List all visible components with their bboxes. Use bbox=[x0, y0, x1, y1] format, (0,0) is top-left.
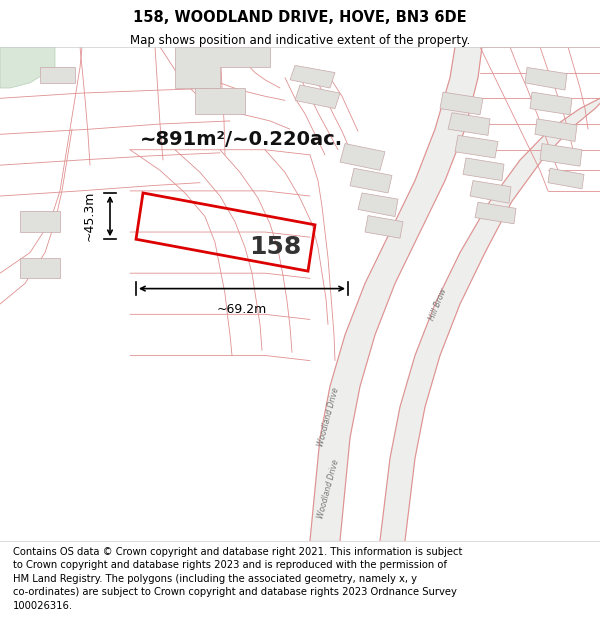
Text: ~69.2m: ~69.2m bbox=[217, 303, 267, 316]
Text: Contains OS data © Crown copyright and database right 2021. This information is : Contains OS data © Crown copyright and d… bbox=[13, 546, 463, 611]
Polygon shape bbox=[455, 136, 498, 158]
Polygon shape bbox=[475, 202, 516, 224]
Polygon shape bbox=[0, 47, 55, 88]
Polygon shape bbox=[40, 68, 75, 83]
Polygon shape bbox=[548, 168, 584, 189]
Polygon shape bbox=[358, 193, 398, 217]
Polygon shape bbox=[440, 92, 483, 115]
Text: ~45.3m: ~45.3m bbox=[83, 191, 96, 241]
Polygon shape bbox=[530, 92, 572, 115]
Polygon shape bbox=[525, 68, 567, 90]
Text: 158, WOODLAND DRIVE, HOVE, BN3 6DE: 158, WOODLAND DRIVE, HOVE, BN3 6DE bbox=[133, 10, 467, 25]
Text: Map shows position and indicative extent of the property.: Map shows position and indicative extent… bbox=[130, 34, 470, 47]
Polygon shape bbox=[463, 158, 504, 181]
Polygon shape bbox=[535, 119, 577, 141]
Text: 158: 158 bbox=[249, 236, 301, 259]
Polygon shape bbox=[20, 211, 60, 232]
Text: Hill Brow: Hill Brow bbox=[428, 287, 448, 321]
Polygon shape bbox=[195, 88, 245, 114]
Text: Woodland Drive: Woodland Drive bbox=[316, 459, 340, 520]
Text: Woodland Drive: Woodland Drive bbox=[316, 387, 340, 448]
Polygon shape bbox=[448, 112, 490, 136]
Polygon shape bbox=[340, 144, 385, 170]
Polygon shape bbox=[290, 66, 335, 88]
Polygon shape bbox=[380, 98, 600, 541]
Polygon shape bbox=[295, 85, 340, 109]
Polygon shape bbox=[470, 181, 511, 203]
Polygon shape bbox=[350, 168, 392, 193]
Polygon shape bbox=[310, 47, 482, 541]
Polygon shape bbox=[540, 144, 582, 166]
Polygon shape bbox=[175, 47, 270, 88]
Polygon shape bbox=[365, 216, 403, 238]
Text: ~891m²/~0.220ac.: ~891m²/~0.220ac. bbox=[140, 130, 343, 149]
Polygon shape bbox=[20, 258, 60, 278]
